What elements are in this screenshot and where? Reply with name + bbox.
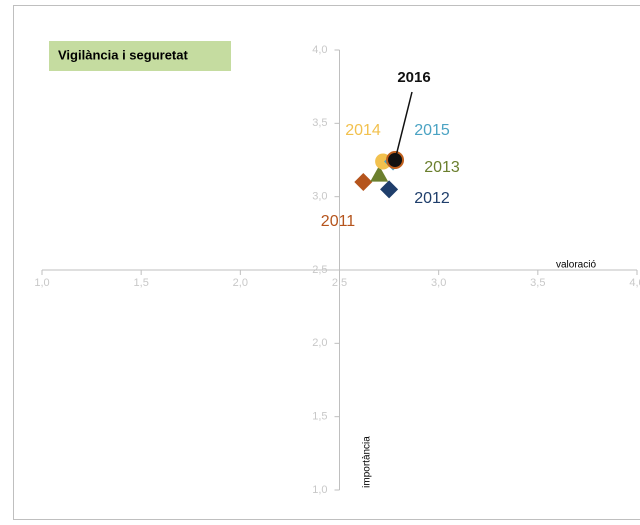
diamond-marker [354,173,373,191]
data-label: 2016 [397,69,430,86]
x-tick-label: 4,0 [629,277,640,289]
y-tick-label: 1,0 [312,484,327,496]
data-label: 2013 [424,159,460,176]
frame [13,5,640,520]
y-axis-label: importància [362,436,373,488]
title-box [49,41,231,71]
y-tick-label: 2,0 [312,337,327,349]
x-tick-label: 2,5 [332,277,347,289]
y-tick-label: 1,5 [312,411,327,423]
triangle-marker [370,165,389,182]
x-tick-label: 1,0 [34,277,49,289]
x-axis-label: valoració [556,260,596,271]
x-tick-label: 3,5 [530,277,545,289]
y-tick-label: 4,0 [312,44,327,56]
data-label: 2012 [414,190,450,207]
data-label: 2011 [321,213,356,230]
data-label: 2014 [345,122,381,139]
data-label: 2015 [414,122,450,139]
x-tick-label: 3,0 [431,277,446,289]
y-tick-label: 2,5 [312,264,327,276]
diamond-marker [380,180,399,199]
y-tick-label: 3,5 [312,117,327,129]
annotation-line [394,91,413,161]
y-tick-label: 3,0 [312,191,327,203]
chart-title: Vigilància i seguretat [58,47,188,62]
x-tick-label: 1,5 [134,277,149,289]
x-tick-label: 2,0 [233,277,248,289]
